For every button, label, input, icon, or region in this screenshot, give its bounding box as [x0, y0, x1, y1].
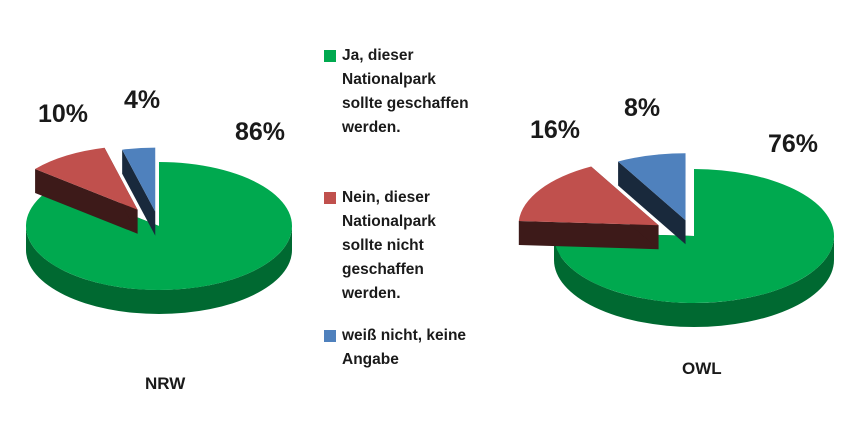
- slice-outer-wall: [554, 236, 834, 327]
- pie-slice-owl-2: [618, 153, 686, 245]
- pie-chart-owl: 76% 16% 8% OWL: [518, 94, 834, 378]
- pie-slice-owl-1: [518, 166, 659, 250]
- legend-label-line: geschaffen: [342, 261, 424, 278]
- pie-chart-nrw: 86% 10% 4% NRW: [25, 86, 292, 393]
- legend-item: Nein, dieser Nationalpark sollte nicht gesc…: [322, 186, 522, 306]
- slice-top: [25, 162, 292, 291]
- legend-label-line: sollte geschaffen: [342, 95, 469, 112]
- chart-label-nrw: NRW: [145, 374, 186, 393]
- legend-label-line: Nationalpark: [342, 213, 436, 230]
- slice-side-wall: [122, 149, 156, 236]
- legend-swatch: [324, 50, 336, 62]
- slice-outer-wall: [26, 226, 292, 314]
- legend-label-line: werden.: [342, 119, 401, 136]
- slice-side-wall: [618, 161, 686, 245]
- legend-swatch: [324, 330, 336, 342]
- legend-label-line: Ja, dieser: [342, 47, 414, 64]
- legend-label-line: sollte nicht: [342, 237, 424, 254]
- value-label-owl-2: 8%: [624, 94, 660, 122]
- legend-item: weiß nicht, keine Angabe: [322, 324, 522, 372]
- legend-label-line: Angabe: [342, 351, 399, 368]
- slice-top: [518, 166, 659, 226]
- slice-top: [122, 147, 156, 212]
- pie-slice-nrw-1: [35, 147, 138, 234]
- legend-label-line: weiß nicht, keine: [342, 327, 467, 344]
- legend-swatch: [324, 192, 336, 204]
- legend: Ja, dieser Nationalpark sollte geschaffen w…: [322, 44, 522, 372]
- slice-top: [618, 153, 686, 221]
- value-label-nrw-1: 10%: [38, 100, 88, 128]
- legend-label-line: Nein, dieser: [342, 189, 430, 206]
- pie-slice-nrw-2: [122, 147, 156, 236]
- legend-item: Ja, dieser Nationalpark sollte geschaffen w…: [322, 44, 522, 140]
- value-label-nrw-2: 4%: [124, 86, 160, 114]
- value-label-owl-0: 76%: [768, 130, 818, 158]
- slice-top: [35, 147, 138, 210]
- slice-top: [554, 169, 834, 303]
- slice-side-wall: [35, 168, 138, 234]
- value-label-owl-1: 16%: [530, 116, 580, 144]
- value-label-nrw-0: 86%: [235, 118, 285, 146]
- slice-side-wall: [518, 221, 659, 250]
- legend-label-line: werden.: [342, 285, 401, 302]
- legend-label-line: Nationalpark: [342, 71, 436, 88]
- chart-label-owl: OWL: [682, 359, 722, 378]
